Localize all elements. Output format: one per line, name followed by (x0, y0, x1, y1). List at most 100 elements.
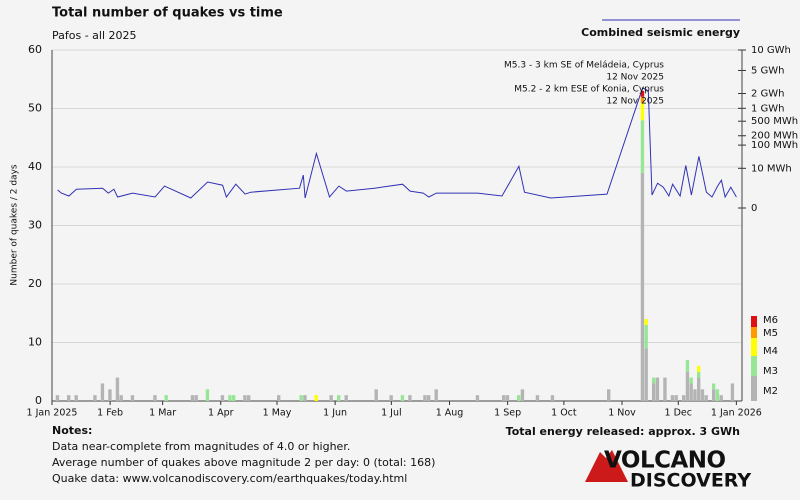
logo-text: VOLCANO (604, 448, 726, 474)
x-tick-label: 1 May (263, 408, 292, 419)
energy-line (57, 87, 737, 199)
bar-segment (640, 90, 645, 97)
y2-tick-label: 0 (751, 203, 757, 214)
y-tick-label: 60 (28, 43, 42, 56)
bar-segment (389, 395, 393, 401)
legend-label: M3 (763, 366, 778, 377)
y2-tick-label: 10 GWh (751, 45, 791, 56)
logo-text: DISCOVERY (630, 470, 751, 492)
bar-segment (299, 395, 303, 401)
bar-segment (685, 360, 690, 372)
bar-segment (689, 383, 693, 401)
x-tick-label: 1 Sep (494, 408, 521, 419)
bar-segment (730, 383, 735, 401)
x-tick-label: 1 Jan 2025 (27, 408, 78, 419)
y-tick-label: 40 (28, 160, 42, 173)
legend-swatch (751, 325, 757, 338)
note: Data near-complete from magnitudes of 4.… (52, 440, 350, 453)
x-tick-label: 1 Jun (323, 408, 347, 419)
annotation: M5.3 - 3 km SE of Meládeia, Cyprus (504, 61, 664, 71)
x-tick-label: 1 Apr (208, 408, 234, 419)
bar-segment (520, 389, 525, 401)
bar-segment (505, 395, 510, 401)
y2-tick-label: 5 GWh (751, 65, 785, 76)
note: Average number of quakes above magnitude… (52, 456, 435, 469)
bar-segment (108, 389, 112, 401)
bar-segment (74, 395, 78, 401)
total-energy: Total energy released: approx. 3 GWh (506, 425, 740, 438)
bar-segment (700, 389, 705, 401)
bar-segment (164, 395, 168, 401)
y-tick-label: 10 (28, 336, 42, 349)
x-tick-label: 1 Jan 2026 (711, 408, 762, 419)
bar-segment (502, 395, 506, 401)
y2-tick-label: 10 MWh (751, 163, 792, 174)
bar-segment (674, 395, 678, 401)
bar-segment (190, 395, 195, 401)
bar-segment (652, 383, 656, 401)
bar-segment (344, 395, 348, 401)
bar-segment (640, 120, 645, 173)
bar-segment (644, 319, 648, 325)
bar-segment (115, 377, 120, 401)
bar-segment (663, 377, 667, 401)
y2-tick-label: 1 GWh (751, 103, 785, 114)
bar-segment (719, 395, 723, 401)
legend-label: M6 (763, 315, 778, 326)
bar-segment (303, 395, 307, 401)
legend-label: Combined seismic energy (581, 26, 740, 39)
bar-segment (475, 395, 480, 401)
annotation: M5.2 - 2 km ESE of Konia, Cyprus (514, 85, 664, 95)
annotation: 12 Nov 2025 (606, 73, 664, 83)
bar-segment (408, 395, 412, 401)
bar-segment (607, 389, 611, 401)
bar-segment (100, 383, 105, 401)
bar-segment (550, 395, 555, 401)
chart-title: Total number of quakes vs time (52, 6, 283, 21)
x-tick-label: 1 Feb (97, 408, 123, 419)
bar-segment (400, 395, 405, 401)
bar-segment (655, 377, 660, 401)
bar-segment (374, 389, 378, 401)
bar-segment (644, 348, 648, 401)
bar-segment (640, 96, 645, 103)
bar-segment (689, 377, 693, 384)
bar-segment (685, 371, 690, 401)
bar-segment (704, 395, 708, 401)
bar-segment (55, 395, 60, 401)
bar-segment (535, 395, 540, 401)
x-tick-label: 1 Jul (381, 408, 402, 419)
y-tick-label: 30 (28, 219, 42, 232)
y-tick-label: 0 (35, 394, 42, 407)
bar-segment (247, 395, 251, 401)
x-tick-label: 1 Dec (665, 408, 692, 419)
x-tick-label: 1 Mar (149, 408, 176, 419)
y2-tick-label: 2 GWh (751, 88, 785, 99)
bar-segment (119, 395, 123, 401)
legend-swatch (751, 356, 757, 376)
bar-segment (205, 389, 210, 401)
y-tick-label: 20 (28, 277, 42, 290)
bar-segment (314, 395, 318, 401)
y2-tick-label: 200 MWh (751, 131, 798, 142)
bar-segment (434, 389, 438, 401)
annotation: 12 Nov 2025 (606, 97, 664, 107)
notes-title: Notes: (52, 424, 92, 437)
bar-segment (697, 365, 701, 372)
bar-segment (329, 395, 333, 401)
bar-segment (715, 389, 720, 401)
chart-subtitle: Pafos - all 2025 (52, 29, 137, 42)
bar-segment (220, 395, 225, 401)
bar-segment (93, 395, 97, 401)
bar-segment (670, 395, 675, 401)
bar-segment (697, 371, 701, 378)
y2-tick-label: 500 MWh (751, 116, 798, 127)
bar-segment (712, 389, 716, 401)
bar-segment (427, 395, 431, 401)
bar-segment (682, 395, 686, 401)
note: Quake data: www.volcanodiscovery.com/ear… (52, 472, 407, 485)
y2-tick-label: 100 MWh (751, 140, 798, 151)
bar-segment (517, 395, 521, 401)
bar-segment (640, 172, 645, 401)
